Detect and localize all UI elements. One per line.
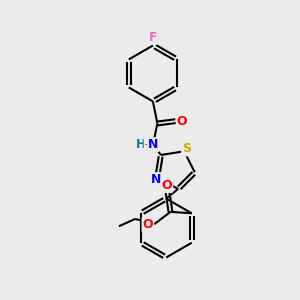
Text: N: N — [148, 138, 158, 151]
Text: N: N — [151, 173, 161, 186]
Text: O: O — [142, 218, 153, 231]
Text: O: O — [177, 115, 188, 128]
Text: F: F — [149, 31, 157, 44]
Text: -: - — [144, 138, 149, 151]
Text: H: H — [136, 138, 146, 151]
Text: S: S — [182, 142, 191, 155]
Text: O: O — [162, 179, 172, 192]
